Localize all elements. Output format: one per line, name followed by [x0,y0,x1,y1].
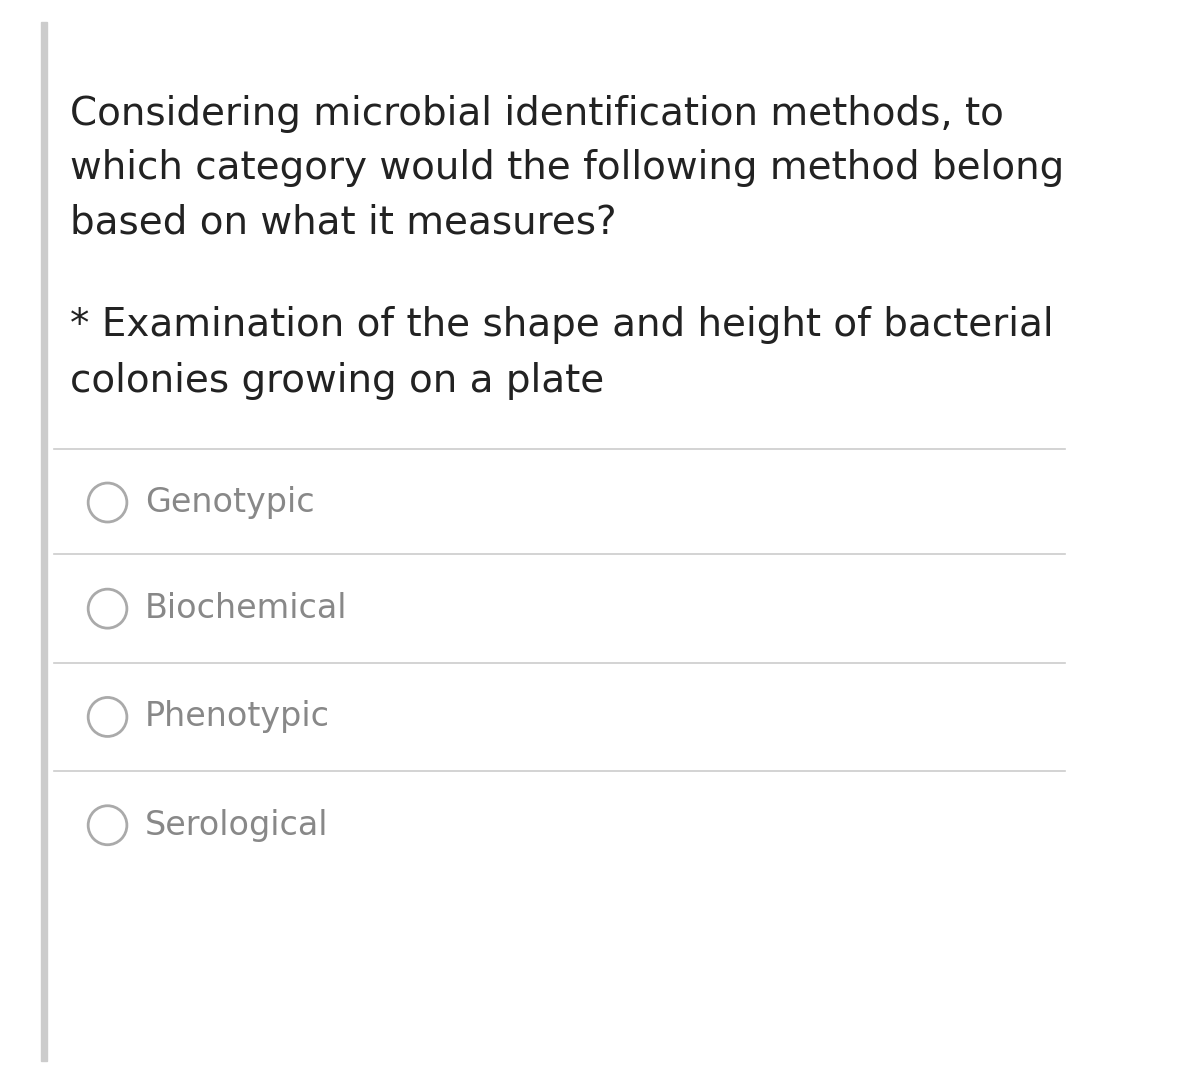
Text: Phenotypic: Phenotypic [145,701,330,733]
Text: based on what it measures?: based on what it measures? [70,203,617,242]
Text: * Examination of the shape and height of bacterial: * Examination of the shape and height of… [70,305,1054,344]
Text: colonies growing on a plate: colonies growing on a plate [70,362,604,401]
Bar [41,22,47,1061]
Text: Biochemical: Biochemical [145,592,348,625]
Text: Genotypic: Genotypic [145,486,314,519]
Text: Serological: Serological [145,809,329,841]
Text: Considering microbial identification methods, to: Considering microbial identification met… [70,94,1003,133]
Text: which category would the following method belong: which category would the following metho… [70,148,1064,187]
